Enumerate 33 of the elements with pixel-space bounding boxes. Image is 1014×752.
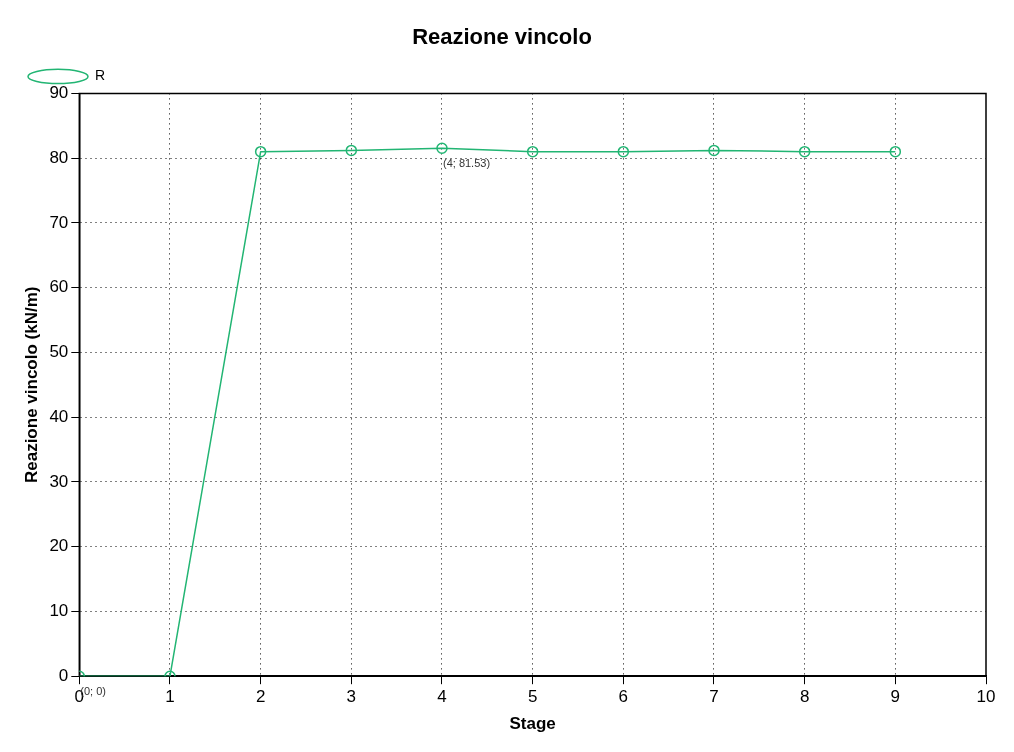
y-tick-label: 0 bbox=[58, 665, 69, 685]
y-tick-label: 90 bbox=[49, 83, 69, 103]
point bbox=[436, 142, 448, 154]
y-tick-label: 70 bbox=[49, 212, 69, 232]
annotation: (4; 81.53) bbox=[442, 156, 491, 169]
x-tick-label: 2 bbox=[255, 687, 266, 707]
chart-title: Reazione vincolo bbox=[412, 24, 592, 50]
legend-label: R bbox=[95, 67, 106, 84]
y-tick-label: 10 bbox=[49, 601, 69, 621]
y-tick-label: 60 bbox=[49, 277, 69, 297]
y-axis-title: Reazione vincolo (kN/m) bbox=[21, 286, 41, 484]
x-tick-label: 1 bbox=[165, 687, 175, 707]
point bbox=[254, 145, 267, 158]
point bbox=[889, 145, 902, 158]
y-tick-label: 80 bbox=[49, 147, 69, 167]
y-tick-label: 40 bbox=[49, 406, 69, 426]
y-tick-label: 50 bbox=[49, 342, 69, 362]
x-tick-label: 7 bbox=[709, 687, 719, 707]
x-tick-label: 4 bbox=[437, 687, 447, 707]
x-tick-label: 3 bbox=[346, 687, 357, 707]
x-tick-label: 5 bbox=[527, 687, 538, 707]
y-tick-label: 20 bbox=[49, 536, 69, 556]
y-tick-label: 30 bbox=[49, 471, 69, 491]
point bbox=[798, 145, 811, 158]
point bbox=[345, 144, 358, 157]
point bbox=[526, 145, 539, 158]
point bbox=[708, 144, 720, 157]
x-tick-label: 6 bbox=[618, 687, 629, 707]
x-tick-label: 9 bbox=[890, 687, 901, 707]
x-tick-label: 10 bbox=[976, 687, 996, 707]
x-axis-title: Stage bbox=[509, 714, 556, 734]
x-tick-label: 8 bbox=[799, 687, 810, 707]
point bbox=[617, 145, 630, 158]
